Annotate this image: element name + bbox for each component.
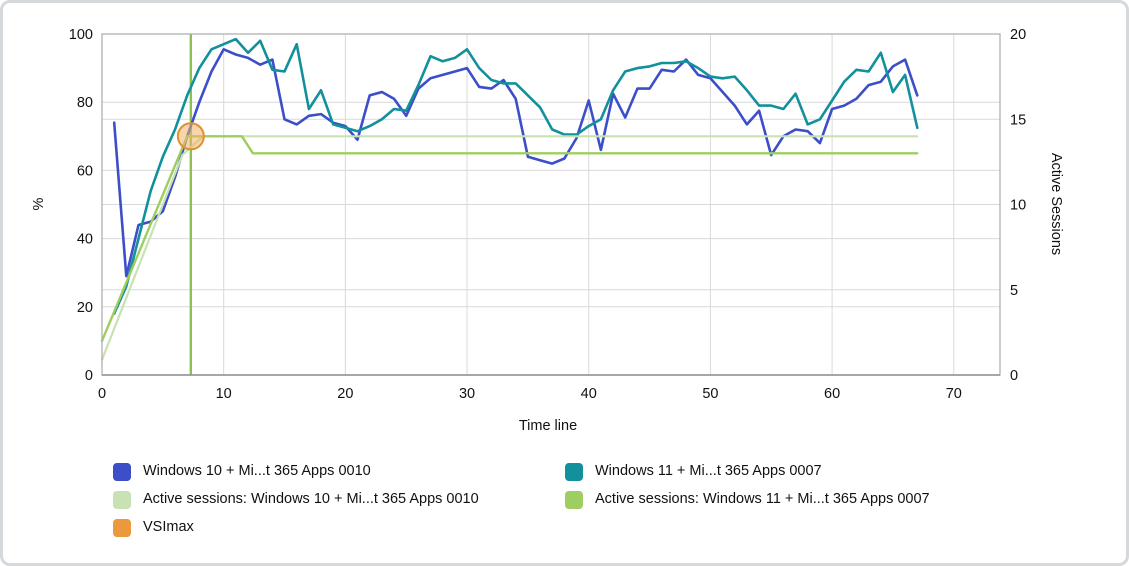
y-left-tick-0: 0	[85, 368, 93, 384]
y-left-tick-60: 60	[77, 163, 93, 179]
legend-item-windows11-cpu[interactable]: Windows 11 + Mi...t 365 Apps 0007	[565, 462, 930, 481]
y-right-tick-15: 15	[1010, 112, 1026, 128]
legend-label: Windows 11 + Mi...t 365 Apps 0007	[595, 463, 822, 479]
legend-item-active-sessions-windows10[interactable]: Active sessions: Windows 10 + Mi...t 365…	[113, 490, 565, 509]
x-tick-40: 40	[581, 386, 597, 402]
gridlines	[102, 33, 1000, 375]
legend-label: VSImax	[143, 519, 194, 535]
y-axis-right-title: Active Sessions	[1048, 153, 1064, 255]
axis-tick-labels: 0 20 40 60 80 100 0 10 20 30 40 50 60 70 0 5 10 15 20	[69, 27, 1026, 402]
legend-label: Active sessions: Windows 10 + Mi...t 365…	[143, 491, 479, 507]
x-axis-title: Time line	[519, 418, 577, 434]
legend-item-vsimax[interactable]: VSImax	[113, 518, 565, 537]
y-axis-left-title: %	[31, 197, 47, 210]
legend-label: Windows 10 + Mi...t 365 Apps 0010	[143, 463, 371, 479]
x-tick-0: 0	[98, 386, 106, 402]
data-series-lines	[100, 34, 919, 375]
x-tick-30: 30	[459, 386, 475, 402]
legend-label: Active sessions: Windows 11 + Mi...t 365…	[595, 491, 930, 507]
x-tick-60: 60	[824, 386, 840, 402]
y-right-tick-20: 20	[1010, 27, 1026, 43]
series-line-3	[100, 135, 919, 343]
x-tick-70: 70	[946, 386, 962, 402]
x-tick-20: 20	[337, 386, 353, 402]
x-tick-10: 10	[216, 386, 232, 402]
legend-swatch-blue	[113, 462, 131, 481]
legend-item-windows10-cpu[interactable]: Windows 10 + Mi...t 365 Apps 0010	[113, 462, 565, 481]
y-left-tick-40: 40	[77, 232, 93, 248]
legend-swatch-light-green	[113, 490, 131, 509]
y-right-tick-0: 0	[1010, 368, 1018, 384]
line-chart-canvas: 0 20 40 60 80 100 0 10 20 30 40 50 60 70 0 5 10 15 20 Time…	[31, 27, 1064, 434]
legend-swatch-orange	[113, 518, 131, 537]
vsimax-marker[interactable]	[176, 122, 205, 151]
y-right-tick-10: 10	[1010, 198, 1026, 214]
y-left-tick-80: 80	[77, 95, 93, 111]
chart-legend: Windows 10 + Mi...t 365 Apps 0010 Window…	[113, 462, 930, 537]
y-right-tick-5: 5	[1010, 283, 1018, 299]
y-left-tick-100: 100	[69, 27, 93, 43]
series-line-2	[100, 135, 919, 361]
x-tick-50: 50	[702, 386, 718, 402]
legend-swatch-teal	[565, 462, 583, 481]
legend-swatch-green	[565, 490, 583, 509]
y-left-tick-20: 20	[77, 300, 93, 316]
legend-item-active-sessions-windows11[interactable]: Active sessions: Windows 11 + Mi...t 365…	[565, 490, 930, 509]
plot-border	[101, 33, 1001, 376]
series-line-1	[112, 37, 919, 315]
